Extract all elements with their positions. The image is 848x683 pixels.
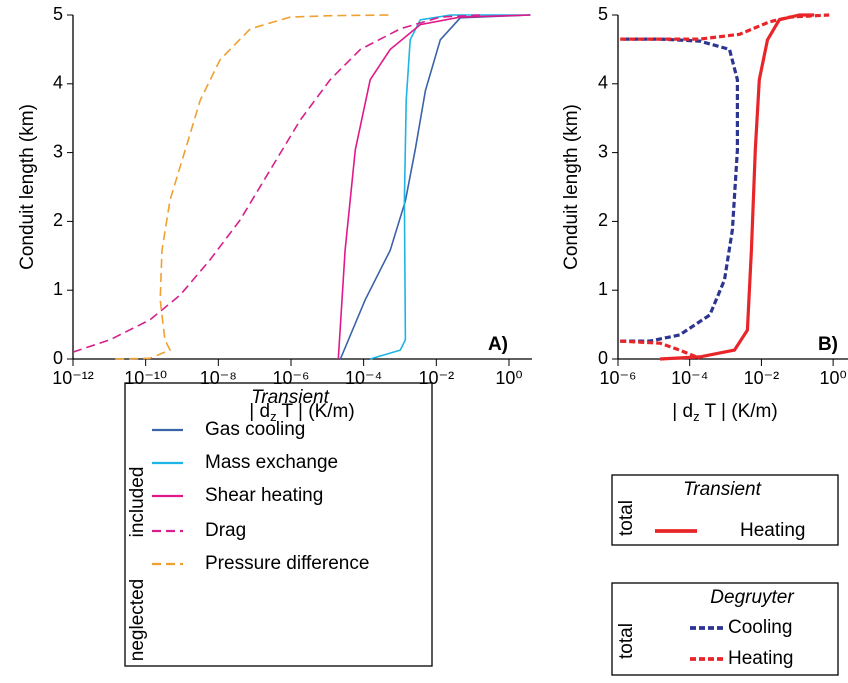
line-series <box>620 13 830 360</box>
x-tick-label: 10⁻¹⁰ <box>124 368 167 388</box>
line-series <box>337 14 531 360</box>
legend-label: Heating <box>740 520 806 541</box>
legend-label: Mass exchange <box>205 452 338 473</box>
legend-box <box>611 582 839 676</box>
y-tick-label: 5 <box>598 4 608 24</box>
x-tick-label: 10⁻⁸ <box>200 368 237 388</box>
legend-label: Pressure difference <box>205 553 369 574</box>
line-series <box>339 14 531 360</box>
x-tick-label: 10⁻⁴ <box>671 368 708 388</box>
y-tick-label: 2 <box>598 210 608 230</box>
legend-title: Transient <box>251 387 330 408</box>
y-tick-label: 3 <box>598 141 608 161</box>
legend-box <box>611 474 839 546</box>
y-axis-label: Conduit length (km) <box>17 104 38 270</box>
x-tick-label: 10⁻¹² <box>52 368 94 388</box>
y-tick-label: 4 <box>53 73 63 93</box>
legend-title: Degruyter <box>710 587 794 608</box>
legend-group-label: total <box>616 500 637 536</box>
x-tick-label: 10⁻⁶ <box>273 368 310 388</box>
line-series <box>659 13 815 361</box>
legend-box <box>124 382 433 667</box>
panel-label: B) <box>818 334 838 355</box>
y-tick-label: 0 <box>598 348 608 368</box>
x-axis-label-part: | d <box>249 401 270 422</box>
x-tick-label: 10⁻⁶ <box>600 368 637 388</box>
x-tick-label: 10⁰ <box>819 368 846 388</box>
legend-group-label: included <box>127 467 148 538</box>
x-tick-label: 10⁰ <box>495 368 522 388</box>
line-series <box>115 14 391 360</box>
y-tick-label: 1 <box>53 279 63 299</box>
y-tick-label: 0 <box>53 348 63 368</box>
x-axis-label-part: | d <box>672 401 693 422</box>
x-tick-label: 10⁻⁴ <box>345 368 382 388</box>
legend-group-label: neglected <box>127 579 148 661</box>
x-axis-label: | dz T | (K/m) <box>672 401 777 424</box>
legend-label: Shear heating <box>205 485 323 506</box>
line-series <box>73 14 481 353</box>
x-axis-label-part: z <box>693 409 700 424</box>
x-axis-label-part: z <box>270 409 277 424</box>
line-series <box>620 37 739 343</box>
legend-label: Heating <box>728 648 794 669</box>
legend-label: Cooling <box>728 617 792 638</box>
y-tick-label: 1 <box>598 279 608 299</box>
line-series <box>369 14 531 360</box>
legend-group-label: total <box>616 623 637 659</box>
legend-title: Transient <box>683 479 762 500</box>
x-axis-label-part: T | (K/m) <box>277 401 355 422</box>
x-tick-label: 10⁻² <box>419 368 455 388</box>
y-tick-label: 3 <box>53 141 63 161</box>
y-tick-label: 5 <box>53 4 63 24</box>
legend-label: Drag <box>205 520 246 541</box>
x-axis-label: | dz T | (K/m) <box>249 401 354 424</box>
y-tick-label: 4 <box>598 73 608 93</box>
panel-label: A) <box>488 334 508 355</box>
y-axis-label: Conduit length (km) <box>561 104 582 270</box>
x-axis-label-part: T | (K/m) <box>700 401 778 422</box>
x-tick-label: 10⁻² <box>744 368 780 388</box>
legend-label: Gas cooling <box>205 419 305 440</box>
y-tick-label: 2 <box>53 210 63 230</box>
